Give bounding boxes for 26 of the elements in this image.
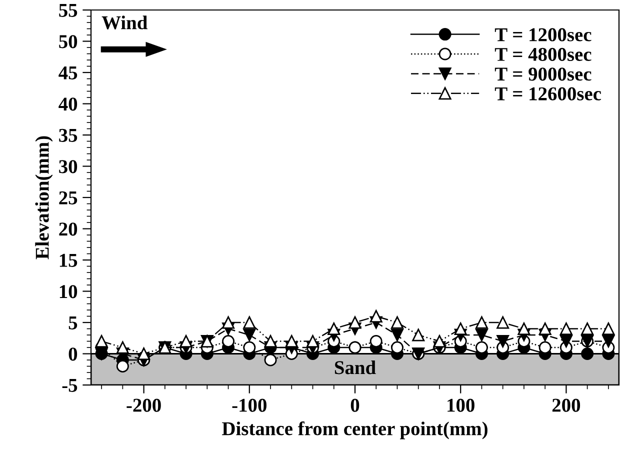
y-tick-label: 0	[68, 348, 78, 361]
legend-label: T = 1200sec	[494, 28, 592, 42]
band-label: Sand	[334, 360, 376, 374]
y-tick-label: 10	[60, 285, 78, 298]
y-tick-label: 25	[59, 191, 78, 204]
y-tick-label: 50	[59, 35, 78, 48]
y-tick-label: 5	[68, 316, 78, 330]
x-tick-label: -200	[126, 398, 161, 412]
x-tick-label: -100	[232, 398, 266, 412]
y-tick-label: 45	[58, 66, 78, 80]
y-tick-label: -5	[62, 379, 78, 392]
x-tick-label: 100	[448, 398, 474, 412]
y-tick-label: 30	[59, 160, 78, 174]
y-tick-label: 40	[58, 98, 78, 111]
x-tick-label: 200	[552, 398, 580, 412]
y-tick-label: 20	[59, 222, 78, 236]
y-tick-label: 35	[59, 128, 78, 142]
y-tick-label: 15	[60, 254, 78, 267]
legend-label: T = 12600sec	[494, 87, 602, 100]
legend-label: T = 4800sec	[494, 48, 592, 61]
y-axis-title: Elevation(mm)	[35, 136, 53, 260]
y-tick-label: 55	[59, 4, 78, 17]
annotation: Wind	[102, 16, 148, 30]
x-axis-title: Distance from center point(mm)	[222, 421, 488, 440]
x-tick-label: 0	[350, 398, 360, 412]
legend-label: T = 9000sec	[494, 68, 592, 81]
